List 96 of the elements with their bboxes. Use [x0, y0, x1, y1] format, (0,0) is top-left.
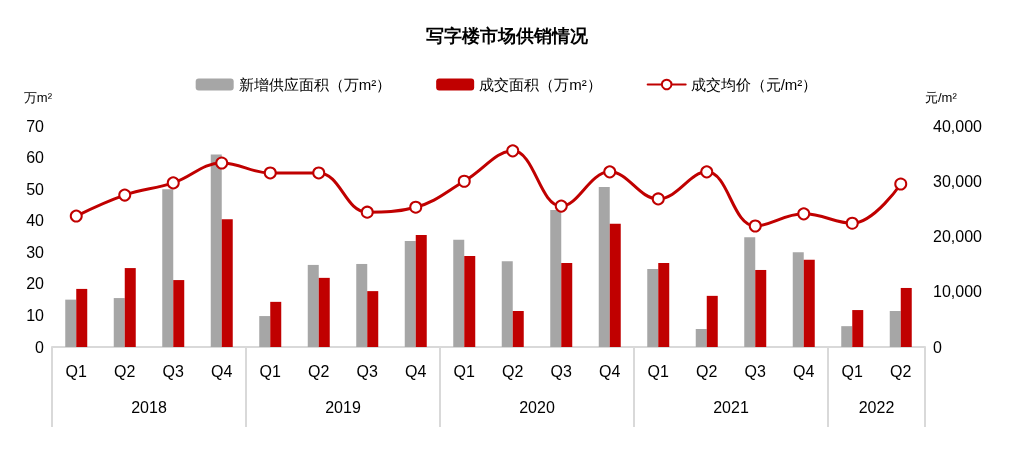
bar	[561, 263, 573, 347]
y-tick-label: 30	[26, 243, 45, 261]
legend-label: 成交面积（万m²）	[479, 76, 602, 93]
x-tick-label: Q2	[890, 362, 912, 380]
y-axis-title: 万m²	[23, 90, 53, 105]
bar	[259, 316, 271, 347]
bar	[609, 223, 621, 347]
bar	[755, 269, 767, 347]
bar	[900, 287, 912, 347]
text: 2020	[519, 398, 555, 416]
x-tick-label: Q3	[550, 362, 573, 380]
point	[457, 174, 471, 188]
bar	[415, 234, 427, 347]
y2-tick-label: 20,000	[933, 228, 983, 245]
point	[845, 216, 859, 230]
bar	[598, 186, 610, 347]
bar	[889, 311, 901, 347]
point	[554, 199, 568, 213]
point	[166, 176, 180, 190]
x-tick-label: Q2	[502, 362, 524, 380]
x-tick-label: Q4	[793, 362, 815, 380]
bar	[852, 310, 864, 347]
y-tick-label: 60	[26, 149, 45, 167]
bar	[356, 263, 368, 347]
x-tick-label: Q1	[259, 362, 282, 380]
point	[603, 165, 617, 179]
point	[215, 156, 229, 170]
bar	[658, 263, 670, 347]
text: 2018	[131, 398, 167, 416]
bar	[841, 326, 853, 347]
point	[797, 207, 811, 221]
x-tick-label: Q1	[453, 362, 476, 380]
legend-label: 成交均价（元/m²）	[690, 76, 818, 93]
text: 2022	[858, 398, 895, 416]
point	[651, 192, 665, 206]
point	[312, 166, 326, 180]
bar	[124, 268, 136, 347]
y2-tick-label: 0	[933, 338, 942, 356]
x-tick-label: Q2	[114, 362, 136, 380]
bar	[550, 209, 562, 347]
x-tick-label: Q4	[211, 362, 233, 380]
bar	[65, 299, 77, 347]
y-tick-label: 40	[26, 212, 45, 230]
bar	[221, 219, 233, 347]
y2-tick-label: 40,000	[933, 117, 983, 135]
y2-tick-label: 10,000	[933, 283, 983, 301]
x-tick-label: Q1	[647, 362, 670, 380]
x-tick-label: Q1	[841, 362, 864, 380]
x-tick-label: Q4	[599, 362, 621, 380]
point	[894, 177, 908, 191]
bar	[706, 295, 718, 347]
point	[700, 165, 714, 179]
point	[748, 219, 762, 233]
bar	[647, 269, 659, 347]
y2-tick-label: 30,000	[933, 172, 983, 190]
text: 2019	[325, 398, 361, 416]
bar	[404, 240, 416, 347]
bar	[270, 301, 282, 347]
chart-title: 写字楼市场供销情况	[425, 26, 589, 46]
point	[409, 200, 423, 214]
y-tick-label: 70	[26, 117, 45, 135]
bar	[307, 264, 319, 347]
y-tick-label: 0	[35, 338, 45, 356]
y-tick-label: 10	[26, 306, 45, 324]
bar	[792, 252, 804, 347]
bar	[113, 298, 125, 347]
x-tick-label: Q3	[356, 362, 379, 380]
point	[118, 188, 132, 202]
x-tick-label: Q2	[308, 362, 330, 380]
legend-label: 新增供应面积（万m²）	[238, 76, 392, 93]
point	[263, 166, 277, 180]
text: 2021	[713, 398, 749, 416]
bar	[453, 239, 465, 347]
bar	[162, 189, 174, 347]
bar	[318, 277, 330, 347]
y-tick-label: 50	[26, 180, 45, 198]
x-tick-label: Q2	[696, 362, 718, 380]
x-tick-label: Q4	[405, 362, 427, 380]
x-tick-label: Q3	[744, 362, 767, 380]
bar	[744, 237, 756, 347]
bar	[512, 311, 524, 347]
bar	[367, 291, 379, 347]
bar	[173, 280, 185, 347]
point	[69, 209, 83, 223]
x-tick-label: Q1	[65, 362, 88, 380]
y-tick-label: 20	[26, 275, 45, 293]
point	[506, 144, 520, 158]
bar	[501, 261, 513, 347]
bar	[464, 256, 476, 347]
y2-axis-title: 元/m²	[925, 90, 958, 105]
bar	[210, 154, 222, 347]
point	[360, 205, 374, 219]
bar	[803, 259, 815, 347]
x-tick-label: Q3	[162, 362, 185, 380]
bar	[695, 329, 707, 347]
bar	[76, 288, 88, 347]
